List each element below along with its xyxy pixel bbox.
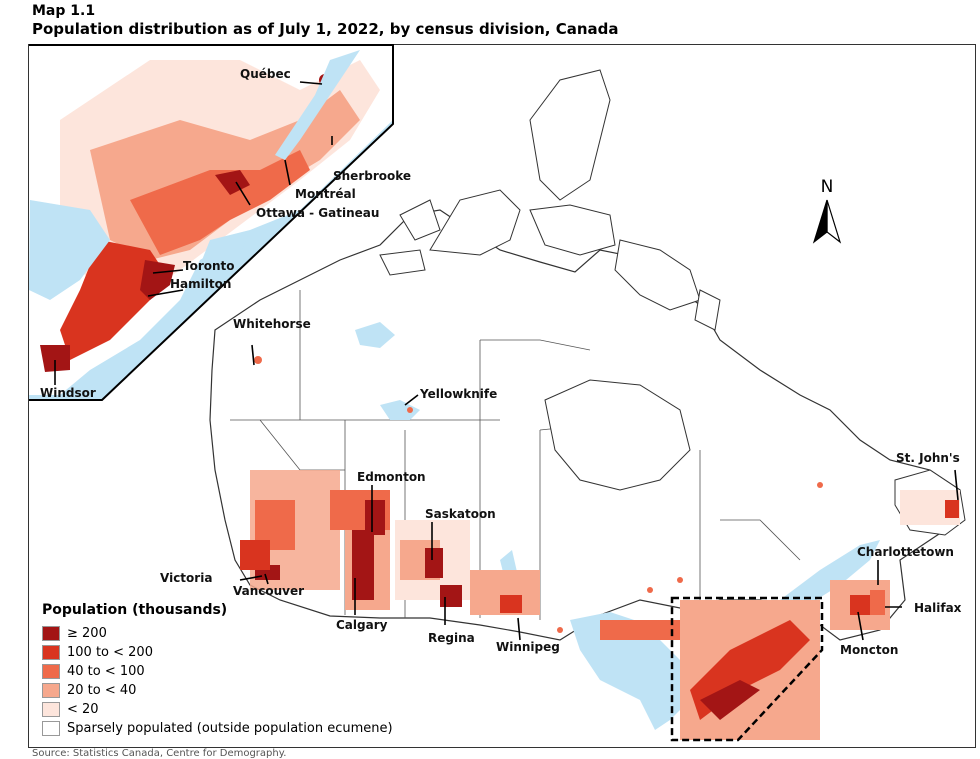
legend-swatch — [42, 702, 60, 717]
legend-item: ≥ 200 — [42, 624, 393, 643]
legend-swatch — [42, 626, 60, 641]
legend-item: < 20 — [42, 700, 393, 719]
label-calgary: Calgary — [336, 618, 388, 632]
legend-title: Population (thousands) — [42, 602, 228, 618]
map-title: Population distribution as of July 1, 20… — [32, 20, 619, 38]
legend-label: 40 to < 100 — [67, 664, 145, 679]
label-winnipeg: Winnipeg — [496, 640, 560, 654]
legend-swatch — [42, 645, 60, 660]
arctic-island — [399, 199, 441, 241]
compass-north-label: N — [821, 177, 834, 197]
legend-item: 100 to < 200 — [42, 643, 393, 662]
label-arrows — [54, 81, 959, 641]
map-number: Map 1.1 — [32, 3, 96, 19]
legend-label: 20 to < 40 — [67, 683, 137, 698]
arctic-island — [694, 289, 721, 331]
arctic-island — [529, 204, 616, 256]
st-lawrence — [780, 540, 880, 610]
great-slave-lake — [380, 400, 420, 420]
label-toronto: Toronto — [183, 259, 235, 273]
city-labels: Québec Sherbrooke Montréal Ottawa - Gati… — [40, 67, 962, 657]
label-montreal: Montréal — [295, 187, 356, 201]
north-arrow-icon — [812, 199, 828, 244]
label-quebec: Québec — [240, 67, 291, 81]
legend-item: 20 to < 40 — [42, 681, 393, 700]
hudson-bay — [544, 379, 691, 491]
label-saskatoon: Saskatoon — [425, 507, 496, 521]
map-frame — [28, 44, 976, 748]
population-regions — [240, 356, 960, 740]
legend-items: ≥ 200 100 to < 200 40 to < 100 20 to < 40 < … — [42, 624, 393, 738]
label-charlottetown: Charlottetown — [857, 545, 954, 559]
legend-item: Sparsely populated (outside population e… — [42, 719, 393, 738]
legend-item: 40 to < 100 — [42, 662, 393, 681]
arctic-island — [614, 239, 701, 311]
source-note: Source: Statistics Canada, Centre for De… — [32, 748, 287, 759]
compass-rose: N — [812, 177, 842, 244]
legend-label: Sparsely populated (outside population e… — [67, 721, 393, 736]
title-block: Map 1.1 Population distribution as of Ju… — [32, 2, 619, 39]
label-halifax: Halifax — [914, 601, 962, 615]
inset-border — [29, 44, 394, 401]
label-ottawa-gatineau: Ottawa - Gatineau — [256, 206, 379, 220]
legend-swatch — [42, 721, 60, 736]
legend: Population (thousands) ≥ 200 100 to < 200… — [42, 602, 393, 738]
label-yellowknife: Yellowknife — [419, 387, 497, 401]
great-bear-lake — [355, 322, 395, 348]
label-hamilton: Hamilton — [170, 277, 231, 291]
label-sherbrooke: Sherbrooke — [333, 169, 411, 183]
label-st-johns: St. John's — [896, 451, 960, 465]
legend-swatch — [42, 664, 60, 679]
label-victoria: Victoria — [160, 571, 212, 585]
label-edmonton: Edmonton — [357, 470, 426, 484]
legend-swatch — [42, 683, 60, 698]
inset-extent-box — [670, 596, 824, 742]
arctic-island — [379, 249, 426, 276]
label-whitehorse: Whitehorse — [233, 317, 311, 331]
legend-label: < 20 — [67, 702, 99, 717]
legend-label: ≥ 200 — [67, 626, 107, 641]
legend-label: 100 to < 200 — [67, 645, 153, 660]
arctic-island — [429, 189, 521, 256]
great-lakes — [570, 612, 690, 730]
label-regina: Regina — [428, 631, 475, 645]
label-windsor: Windsor — [40, 386, 96, 400]
label-moncton: Moncton — [840, 643, 898, 657]
arctic-island — [529, 69, 611, 201]
north-arrow-icon — [826, 199, 842, 244]
label-vancouver: Vancouver — [233, 584, 304, 598]
